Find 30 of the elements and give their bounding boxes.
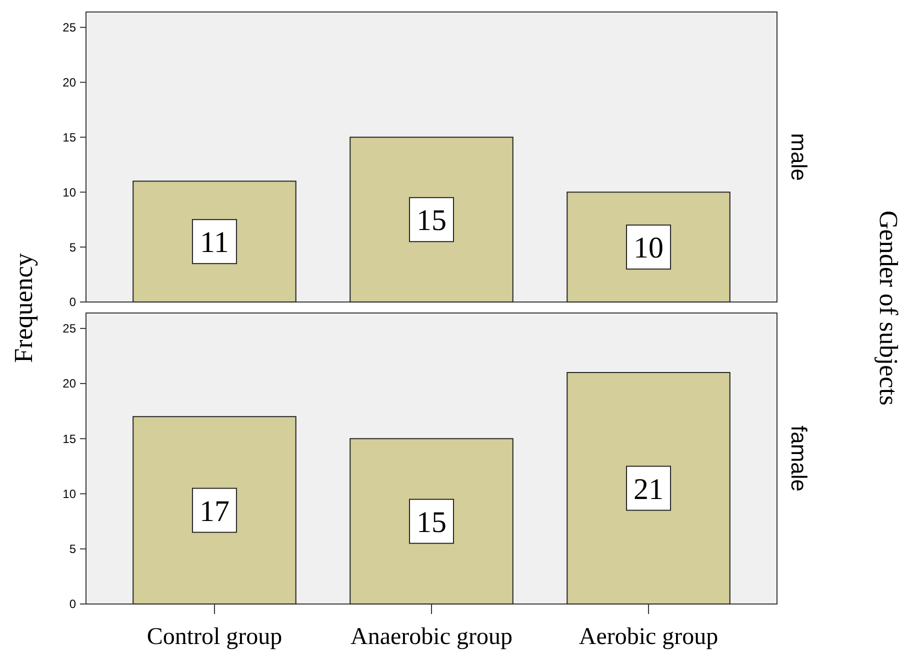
y-tick-label: 20 (62, 76, 76, 90)
bar (132, 180, 296, 302)
text: famale (786, 425, 812, 492)
y-tick-label: 20 (62, 376, 76, 391)
text: male (786, 133, 812, 181)
y-tick-label: 25 (62, 20, 76, 35)
data-label: 10 (634, 232, 664, 265)
data-label: 17 (199, 494, 230, 528)
y-axis-title: Frequency (9, 253, 38, 363)
y-tick-label: 15 (62, 432, 76, 446)
bar (132, 416, 296, 604)
bar (566, 372, 730, 604)
bar (350, 438, 514, 604)
y-tick-label: 5 (69, 542, 76, 556)
y-tick-label: 5 (69, 240, 76, 254)
x-tick-label: Control group (146, 624, 282, 650)
bar (350, 136, 514, 302)
x-tick-label: Anaerobic group (350, 624, 512, 650)
data-label: 15 (416, 204, 446, 238)
y-tick-label: 10 (62, 185, 76, 200)
y-tick-label: 0 (69, 295, 76, 310)
y-tick-label: 0 (69, 597, 76, 612)
y-tick-label: 15 (62, 130, 76, 144)
data-label: 21 (634, 472, 664, 506)
y-tick-label: 25 (62, 322, 76, 336)
x-tick-label: Aerobic group (578, 624, 718, 650)
y-tick-label: 10 (62, 486, 76, 501)
data-label: 15 (416, 506, 446, 539)
data-label: 11 (200, 226, 229, 260)
y2-axis-title: Gender of subjects (874, 210, 903, 406)
